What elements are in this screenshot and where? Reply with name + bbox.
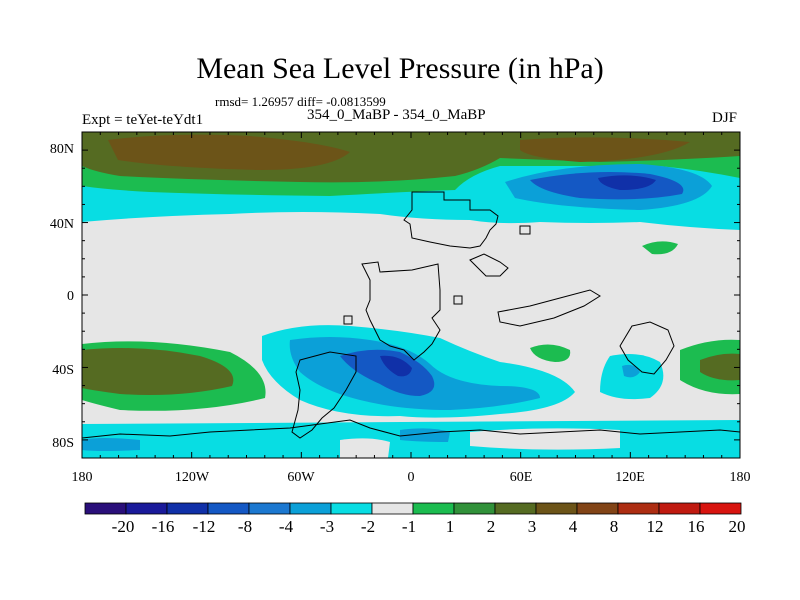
north-low-core: [598, 175, 656, 190]
north-east-green-blob: [642, 241, 678, 255]
colorbar-label: 8: [609, 517, 619, 536]
colorbar-label: 12: [646, 517, 664, 536]
antarctic-neutral-gap-1: [470, 428, 620, 450]
antarctic-neutral-gap-2: [340, 438, 390, 458]
lat-label: 80S: [52, 436, 74, 451]
lon-label: 180: [730, 470, 751, 485]
coastline-asia-east: [469, 253, 509, 277]
colorbar-cell: [166, 502, 209, 515]
colorbar-cell: [699, 502, 742, 515]
colorbar-label: -3: [319, 517, 335, 536]
map-subtitle: 354_0_MaBP - 354_0_MaBP: [307, 107, 486, 123]
colorbar-cell: [453, 502, 496, 515]
lat-label: 40N: [50, 217, 74, 232]
lon-label: 120W: [175, 470, 210, 485]
colorbar-cell: [371, 502, 414, 515]
south-low-core: [380, 355, 412, 377]
colorbar-label: -8: [237, 517, 253, 536]
coastline-antarctica: [82, 419, 740, 439]
colorbar-label: -12: [192, 517, 216, 536]
coastline-australia: [619, 321, 675, 375]
coastline-europe: [403, 191, 499, 249]
axis-ticks: [81, 131, 741, 459]
colorbar-cell: [658, 502, 701, 515]
south-east-olive-belt: [700, 353, 740, 381]
colorbar-cell: [84, 502, 127, 515]
north-brown-patch-west: [108, 134, 350, 170]
colorbar-label: 3: [527, 517, 537, 536]
colorbar-label: -16: [151, 517, 175, 536]
colorbar-label: 2: [486, 517, 496, 536]
colorbar-label: 4: [568, 517, 578, 536]
lon-label: 120E: [615, 470, 645, 485]
stats-text: rmsd= 1.26957 diff= -0.0813599: [215, 94, 386, 109]
lat-label: 0: [67, 289, 74, 304]
south-mid-green-blob: [530, 344, 571, 362]
colorbar-label: 16: [687, 517, 705, 536]
colorbar-label: 20: [728, 517, 746, 536]
colorbar-cell: [494, 502, 537, 515]
colorbar-label: -1: [401, 517, 417, 536]
south-east-blue-blob: [622, 364, 640, 378]
coastline-small-islands: [343, 225, 531, 325]
experiment-label: Expt = teYet-teYdt1: [82, 112, 204, 128]
colorbar-label: -2: [360, 517, 376, 536]
colorbar-cell: [535, 502, 578, 515]
colorbar-cell: [125, 502, 168, 515]
colorbar-cell: [330, 502, 373, 515]
colorbar-cell: [617, 502, 660, 515]
south-deep-blue-low: [340, 349, 435, 396]
lon-label: 0: [408, 470, 415, 485]
page-title: Mean Sea Level Pressure (in hPa): [196, 52, 604, 85]
lat-label: 80N: [50, 142, 74, 157]
colorbar-cell: [248, 502, 291, 515]
lat-label: 40S: [52, 363, 74, 378]
contour-field: [82, 132, 740, 458]
colorbar: [84, 502, 742, 515]
colorbar-cell: [576, 502, 619, 515]
coastlines: [82, 191, 740, 439]
lon-label: 180: [72, 470, 93, 485]
lon-label: 60W: [287, 470, 315, 485]
colorbar-label: 1: [445, 517, 455, 536]
colorbar-cell: [289, 502, 332, 515]
colorbar-cell: [412, 502, 455, 515]
colorbar-cell: [207, 502, 250, 515]
south-west-olive-belt: [82, 348, 234, 395]
coastline-indonesia: [497, 289, 601, 327]
colorbar-label: -4: [278, 517, 294, 536]
antarctic-mid-blue-patch-west: [82, 438, 140, 451]
colorbar-label: -20: [111, 517, 135, 536]
lon-label: 60E: [510, 470, 533, 485]
north-brown-patch-east: [520, 137, 690, 162]
coastline-africa: [361, 261, 441, 361]
season-label: DJF: [712, 110, 738, 126]
axis-labels: 80N 40N 0 40S 80S 180 120W 60W 0 60E 120…: [50, 142, 751, 485]
